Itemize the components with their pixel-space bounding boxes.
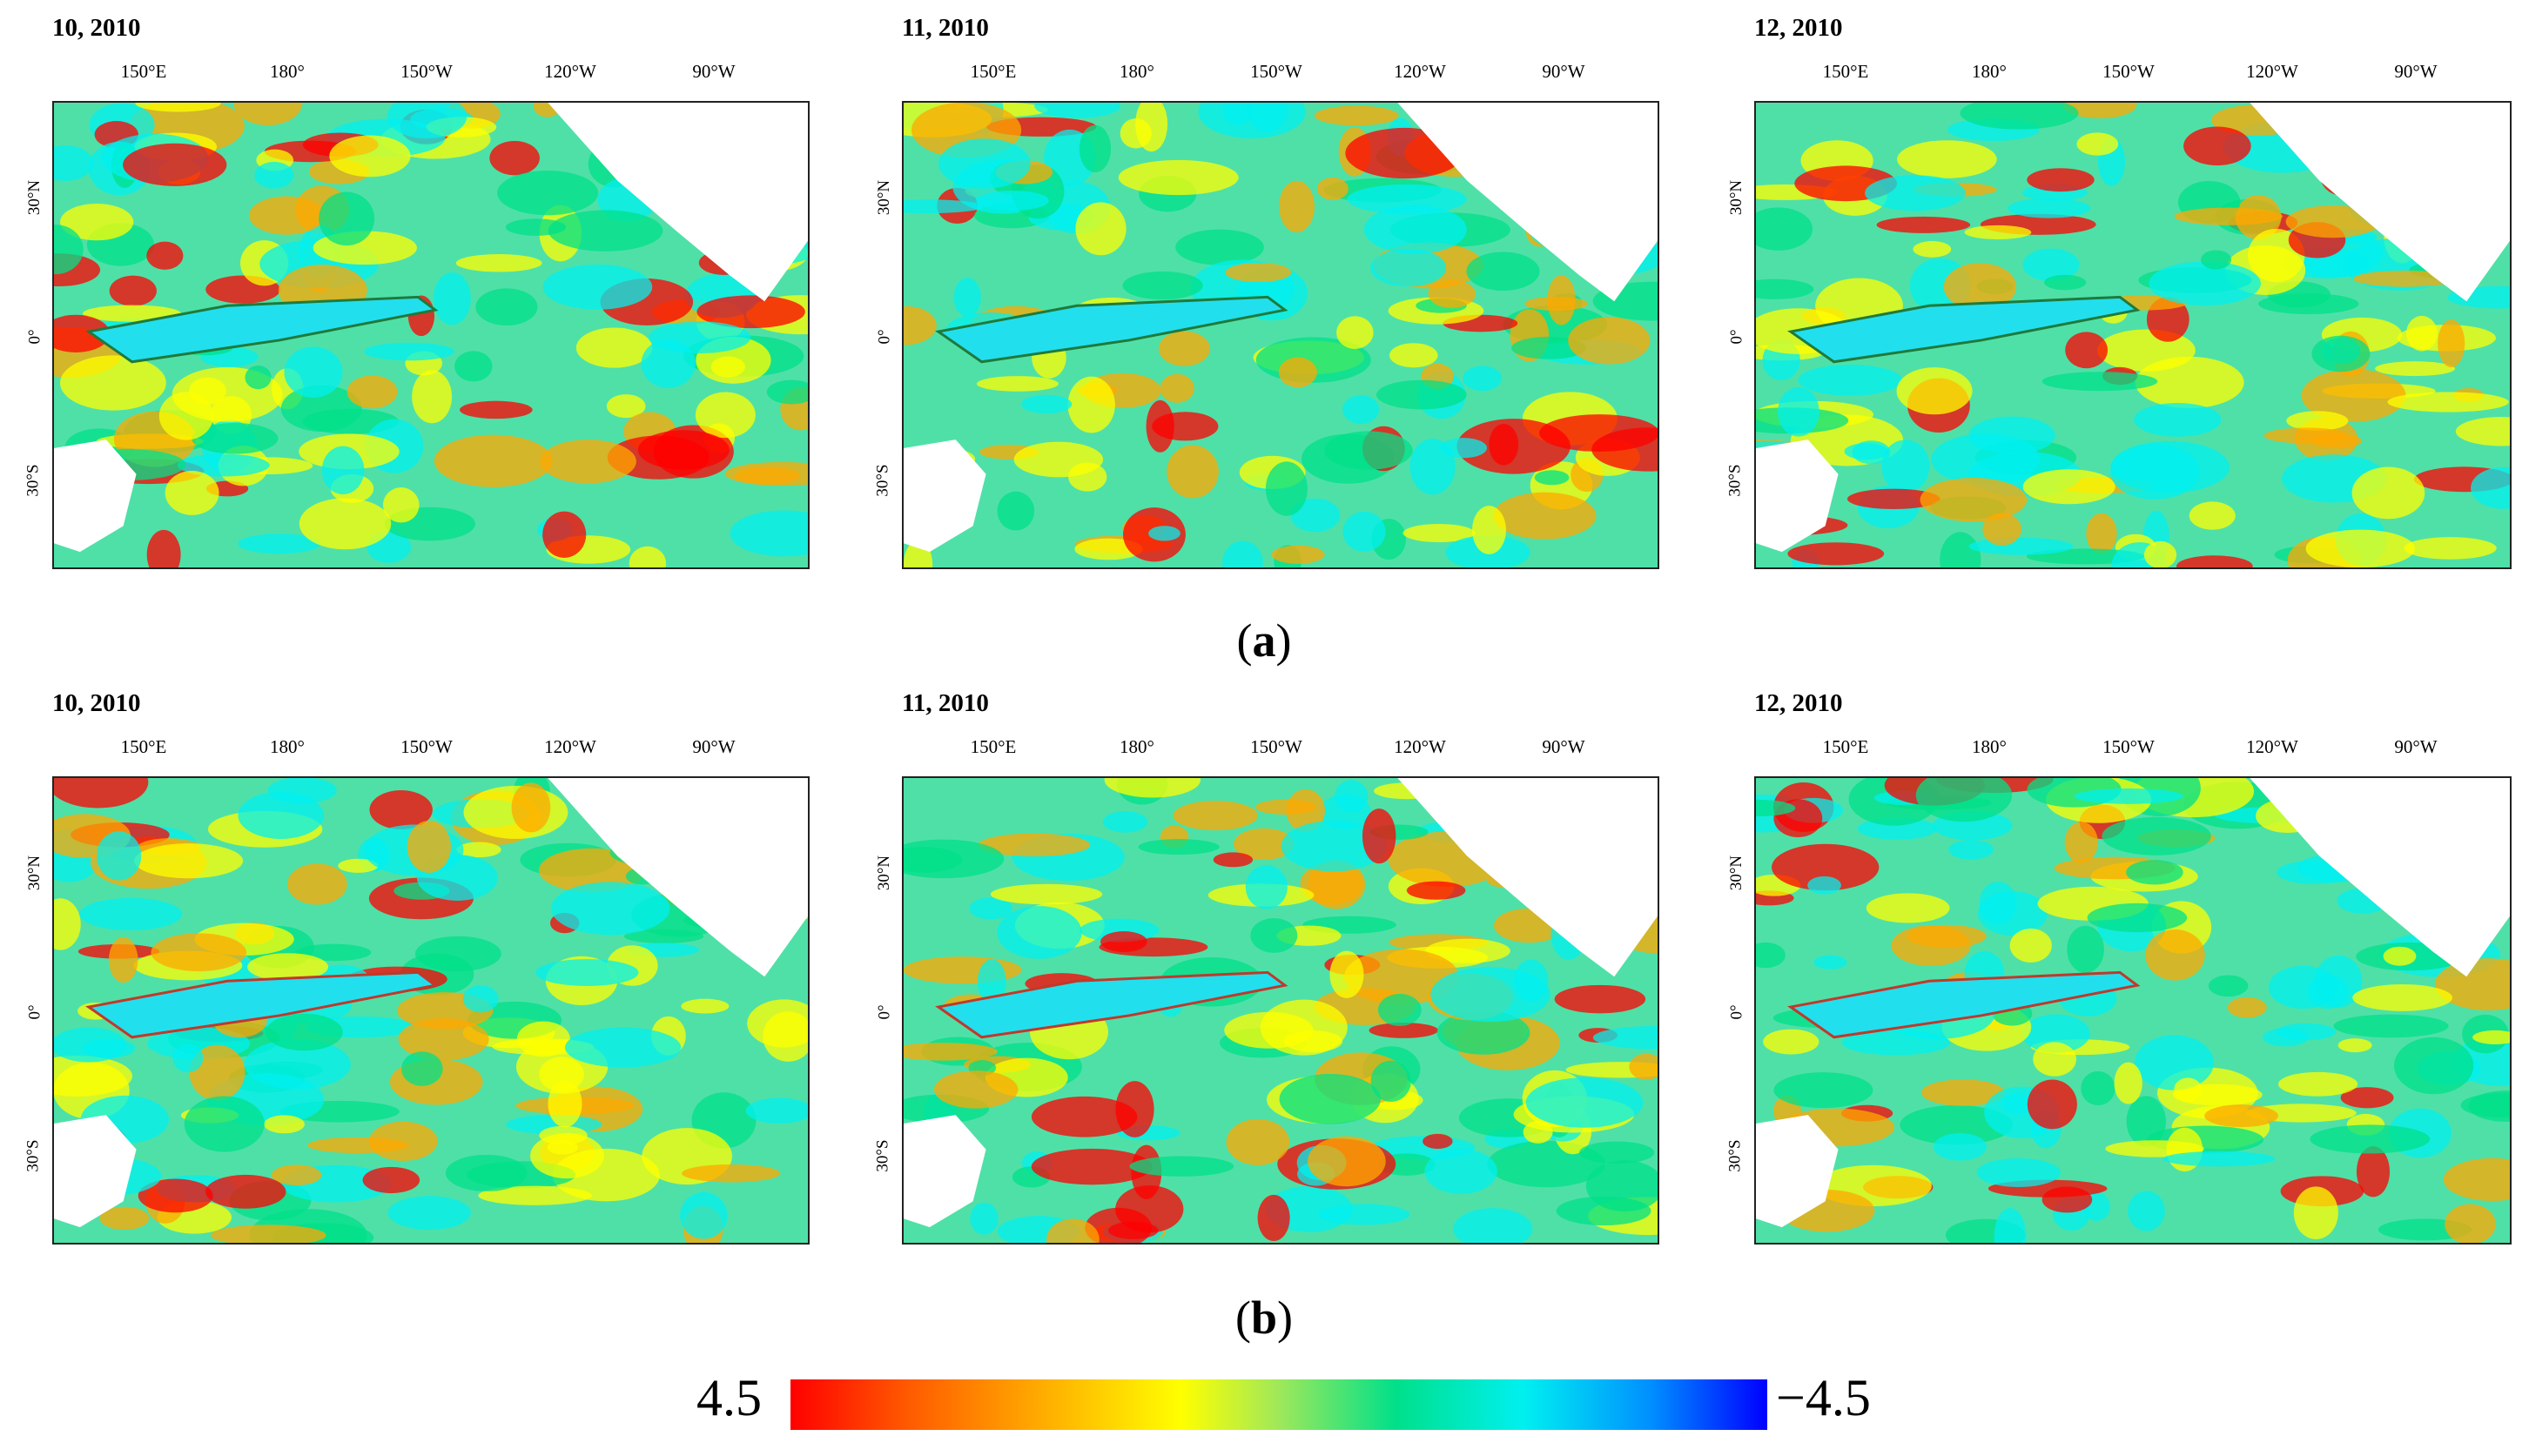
lon-tick: 120°W [2246, 61, 2298, 82]
panel-title: 11, 2010 [902, 14, 989, 42]
lon-tick: 120°W [1394, 61, 1446, 82]
lon-tick: 150°W [400, 61, 453, 82]
lat-tick: 30°N [25, 855, 44, 891]
anomaly-map [902, 101, 1659, 569]
anomaly-map [1754, 101, 2512, 569]
lat-tick: 30°S [1725, 464, 1745, 497]
lat-tick: 30°N [1727, 855, 1746, 891]
panel-b-nov: 11, 2010 150°E 180° 150°W 120°W 90°W 30°… [874, 689, 1659, 1264]
panel-title: 12, 2010 [1754, 14, 1843, 42]
lon-tick: 180° [1972, 736, 2007, 757]
lat-tick: 30°N [875, 179, 894, 216]
anomaly-map [1754, 776, 2512, 1245]
panel-b-oct: 10, 2010 150°E 180° 150°W 120°W 90°W 30°… [24, 689, 810, 1264]
lon-tick: 180° [1972, 61, 2007, 82]
lon-tick: 90°W [692, 61, 736, 82]
lon-tick: 150°E [1822, 61, 1869, 82]
lon-tick: 180° [270, 61, 305, 82]
lon-tick: 180° [1120, 61, 1154, 82]
lat-tick: 0° [1727, 1004, 1746, 1020]
subfigure-label-a: (a) [1236, 614, 1292, 667]
anomaly-map [902, 776, 1659, 1245]
colorbar [790, 1379, 1767, 1430]
anomaly-map [52, 776, 810, 1245]
lat-tick: 30°S [873, 464, 892, 497]
lon-tick: 150°E [120, 736, 167, 757]
panel-title: 12, 2010 [1754, 689, 1843, 717]
lon-tick: 180° [1120, 736, 1154, 757]
lat-tick: 0° [25, 329, 44, 345]
lon-tick: 150°E [970, 736, 1017, 757]
lon-tick: 150°W [2102, 61, 2155, 82]
lat-tick: 30°S [873, 1139, 892, 1172]
lon-tick: 150°E [120, 61, 167, 82]
panel-title: 10, 2010 [52, 689, 141, 717]
lat-tick: 30°S [1725, 1139, 1745, 1172]
lon-tick: 150°W [400, 736, 453, 757]
lon-tick: 90°W [2394, 61, 2438, 82]
lon-tick: 180° [270, 736, 305, 757]
lat-tick: 30°S [24, 1139, 43, 1172]
lon-tick: 150°E [970, 61, 1017, 82]
panel-b-dec: 12, 2010 150°E 180° 150°W 120°W 90°W 30°… [1726, 689, 2512, 1264]
lat-tick: 0° [875, 329, 894, 345]
panel-a-nov: 11, 2010 150°E 180° 150°W 120°W 90°W 30°… [874, 14, 1659, 588]
lon-tick: 90°W [2394, 736, 2438, 757]
lat-tick: 30°N [875, 855, 894, 891]
lon-tick: 150°W [1250, 736, 1302, 757]
lon-tick: 90°W [1542, 736, 1585, 757]
lon-tick: 120°W [544, 61, 596, 82]
lat-tick: 30°S [24, 464, 43, 497]
panel-title: 10, 2010 [52, 14, 141, 42]
lon-tick: 90°W [1542, 61, 1585, 82]
panel-a-dec: 12, 2010 150°E 180° 150°W 120°W 90°W 30°… [1726, 14, 2512, 588]
colorbar-max-label: 4.5 [696, 1369, 762, 1426]
colorbar-min-label: −4.5 [1776, 1369, 1871, 1426]
lon-tick: 120°W [2246, 736, 2298, 757]
lat-tick: 30°N [1727, 179, 1746, 216]
lon-tick: 150°W [1250, 61, 1302, 82]
panel-title: 11, 2010 [902, 689, 989, 717]
lat-tick: 0° [1727, 329, 1746, 345]
panel-a-oct: 10, 2010 150°E 180° 150°W 120°W 90°W 30°… [24, 14, 810, 588]
lon-tick: 90°W [692, 736, 736, 757]
anomaly-map [52, 101, 810, 569]
lat-tick: 30°N [25, 179, 44, 216]
lon-tick: 120°W [1394, 736, 1446, 757]
subfigure-label-b: (b) [1234, 1292, 1294, 1344]
lat-tick: 0° [25, 1004, 44, 1020]
lat-tick: 0° [875, 1004, 894, 1020]
lon-tick: 150°W [2102, 736, 2155, 757]
lon-tick: 150°E [1822, 736, 1869, 757]
lon-tick: 120°W [544, 736, 596, 757]
